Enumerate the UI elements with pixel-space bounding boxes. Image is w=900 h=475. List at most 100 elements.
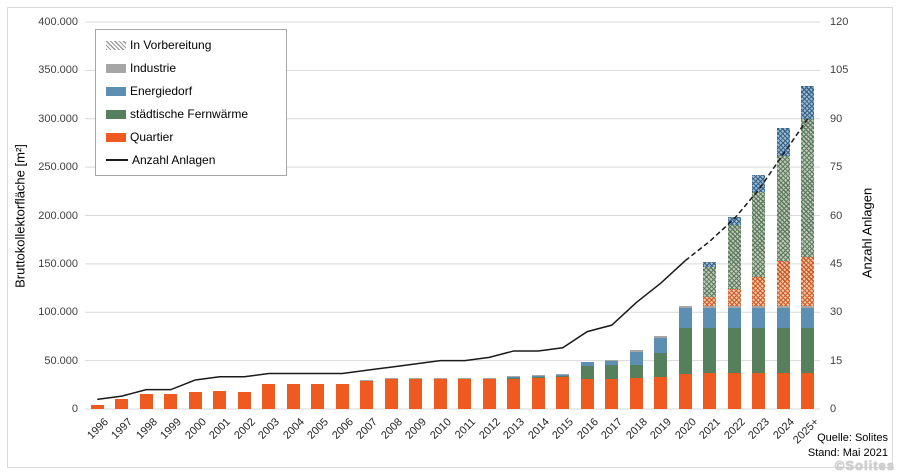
bar-2024-vorbereitung_fernwaerme <box>776 155 790 261</box>
left-axis-tick-label: 200.000 <box>38 209 78 222</box>
bar-2015-industrie <box>556 373 570 375</box>
bar-2019-industrie <box>654 336 668 339</box>
bar-2022-industrie <box>727 306 741 309</box>
bar-2000-quartier <box>188 391 202 409</box>
bar-2023-quartier <box>752 373 766 409</box>
fernwaerme-swatch-icon <box>106 109 126 119</box>
bar-2022-vorbereitung_quartier <box>727 289 741 307</box>
bar-2008-quartier <box>384 378 398 409</box>
legend-item-industrie: Industrie <box>106 61 276 75</box>
bar-2023-vorbereitung_fernwaerme <box>752 192 766 278</box>
source-line2: Stand: Mai 2021 <box>807 446 888 459</box>
right-axis-tick-label: 90 <box>830 112 843 125</box>
bar-2012-industrie <box>482 378 496 379</box>
bar-2018-quartier <box>629 378 643 409</box>
bar-2023-industrie <box>752 306 766 309</box>
right-axis-tick-label: 0 <box>830 403 837 415</box>
bar-2012-quartier <box>482 379 496 409</box>
bar-2018-industrie <box>629 349 643 352</box>
bar-2007-quartier <box>360 380 374 409</box>
bar-2013-energiedorf <box>507 376 521 378</box>
industrie-swatch-icon <box>106 63 126 73</box>
left-axis-tick-label: 300.000 <box>38 112 78 125</box>
bar-2021-quartier <box>703 373 717 409</box>
bar-2025+-vorbereitung_quartier <box>801 257 815 307</box>
bar-2017-quartier <box>605 379 619 409</box>
right-axis-tick-label: 45 <box>830 257 843 270</box>
bar-2025+-quartier <box>801 373 815 409</box>
legend-label: In Vorbereitung <box>130 38 212 52</box>
left-axis-tick-label: 50.000 <box>44 354 78 367</box>
bar-2002-quartier <box>237 391 251 409</box>
left-axis-tick-label: 0 <box>71 403 78 415</box>
bar-2021-vorbereitung_energiedorf <box>703 261 717 267</box>
bar-2021-fernwaerme <box>703 327 717 374</box>
bar-2017-industrie <box>605 359 619 361</box>
legend-label: Industrie <box>130 61 177 75</box>
bar-2020-quartier <box>678 374 692 409</box>
bar-2015-quartier <box>556 377 570 409</box>
bar-2014-quartier <box>531 378 545 409</box>
bar-2018-fernwaerme <box>629 365 643 379</box>
anzahl-anlagen-line-dashed <box>684 118 809 262</box>
right-axis-title: Anzahl Anlagen <box>859 187 875 279</box>
bar-2025+-vorbereitung_fernwaerme <box>801 118 815 258</box>
bar-2021-vorbereitung_fernwaerme <box>703 266 717 297</box>
legend-label: Energiedorf <box>130 84 193 98</box>
left-axis-tick-label: 250.000 <box>38 161 78 174</box>
bar-1999-quartier <box>164 394 178 409</box>
bar-2021-energiedorf <box>703 308 717 328</box>
bar-2024-quartier <box>776 373 790 409</box>
bar-2016-quartier <box>580 379 594 409</box>
right-axis-tick-label: 15 <box>830 354 843 367</box>
bar-2019-quartier <box>654 377 668 409</box>
bar-2013-industrie <box>507 375 521 377</box>
bar-2022-fernwaerme <box>727 327 741 374</box>
solites-watermark: ©Solites <box>834 458 895 473</box>
bar-2017-energiedorf <box>605 360 619 366</box>
bar-2023-vorbereitung_energiedorf <box>752 174 766 193</box>
energiedorf-swatch-icon <box>106 86 126 96</box>
bar-2015-fernwaerme <box>556 375 570 378</box>
bar-2011-quartier <box>458 379 472 409</box>
bar-2019-energiedorf <box>654 338 668 353</box>
bar-2024-vorbereitung_quartier <box>776 260 790 307</box>
bar-2020-energiedorf <box>678 308 692 328</box>
legend-label: städtische Fernwärme <box>130 107 249 121</box>
bar-2011-industrie <box>458 378 472 379</box>
legend-label: Anzahl Anlagen <box>132 153 216 167</box>
bar-2015-energiedorf <box>556 374 570 376</box>
right-axis-tick-label: 75 <box>830 161 843 174</box>
bar-2025+-fernwaerme <box>801 327 815 374</box>
left-axis-tick-label: 350.000 <box>38 64 78 77</box>
hatch-swatch-icon <box>106 40 126 50</box>
bar-2023-vorbereitung_quartier <box>752 277 766 307</box>
bar-2016-energiedorf <box>580 361 594 367</box>
bar-2006-quartier <box>335 383 349 409</box>
bar-2017-fernwaerme <box>605 365 619 379</box>
bar-2022-energiedorf <box>727 308 741 328</box>
bar-2018-energiedorf <box>629 351 643 366</box>
bar-2022-vorbereitung_energiedorf <box>727 217 741 226</box>
legend-label: Quartier <box>130 130 174 144</box>
legend-item-staedtische-fernwaerme: städtische Fernwärme <box>106 107 276 121</box>
bar-2005-quartier <box>311 383 325 409</box>
bar-2025+-vorbereitung_energiedorf <box>801 85 815 119</box>
bar-2024-vorbereitung_energiedorf <box>776 128 790 156</box>
bar-2013-quartier <box>507 378 521 409</box>
left-axis-tick-label: 150.000 <box>38 257 78 270</box>
left-axis-tick-label: 100.000 <box>38 306 78 319</box>
right-axis-tick-label: 120 <box>830 16 849 28</box>
bar-2020-industrie <box>678 306 692 309</box>
bar-1997-quartier <box>115 399 129 409</box>
line-swatch-icon <box>106 159 128 161</box>
bar-2022-quartier <box>727 373 741 409</box>
bar-2010-industrie <box>433 377 447 379</box>
source-note: Quelle: Solites Stand: Mai 2021 <box>808 431 888 460</box>
right-axis-tick-label: 60 <box>830 209 843 222</box>
bar-2013-fernwaerme <box>507 377 521 379</box>
chart-outer-frame <box>7 7 893 468</box>
